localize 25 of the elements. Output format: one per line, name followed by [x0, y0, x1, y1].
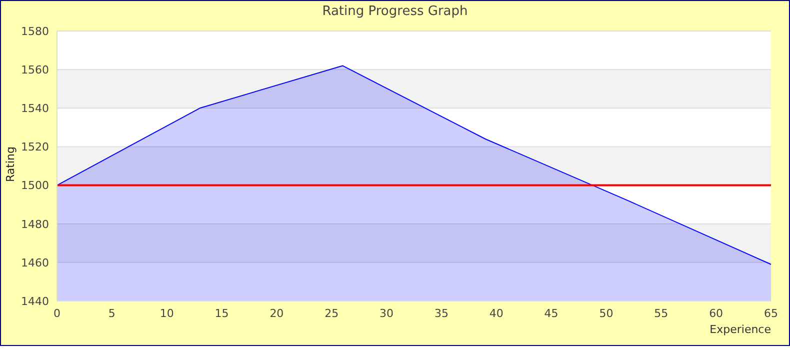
- x-axis-title: Experience: [710, 323, 771, 336]
- y-tick-label: 1560: [21, 63, 49, 76]
- x-tick-label: 60: [709, 306, 724, 320]
- x-tick-label: 5: [108, 306, 116, 320]
- x-tick-label: 55: [654, 306, 668, 320]
- x-tick-label: 10: [160, 306, 174, 320]
- y-axis-title: Rating: [4, 146, 17, 182]
- y-tick-label: 1580: [21, 24, 49, 38]
- x-tick-label: 20: [270, 306, 284, 320]
- x-tick-label: 40: [489, 306, 504, 320]
- x-tick-label: 0: [54, 306, 60, 320]
- x-tick-label: 65: [764, 306, 778, 320]
- y-tick-label: 1480: [21, 218, 49, 231]
- x-tick-label: 30: [380, 306, 394, 320]
- x-tick-label: 25: [324, 306, 339, 320]
- chart-title: Rating Progress Graph: [321, 4, 469, 19]
- x-tick-label: 15: [214, 306, 229, 320]
- y-tick-label: 1520: [21, 140, 49, 154]
- y-tick-label: 1500: [21, 179, 49, 192]
- x-tick-label: 50: [599, 306, 614, 320]
- x-tick-label: 35: [434, 306, 448, 320]
- y-tick-label: 1460: [21, 256, 49, 270]
- y-tick-label: 1540: [21, 102, 49, 116]
- y-tick-label: 1440: [21, 294, 49, 308]
- x-tick-label: 45: [544, 306, 558, 320]
